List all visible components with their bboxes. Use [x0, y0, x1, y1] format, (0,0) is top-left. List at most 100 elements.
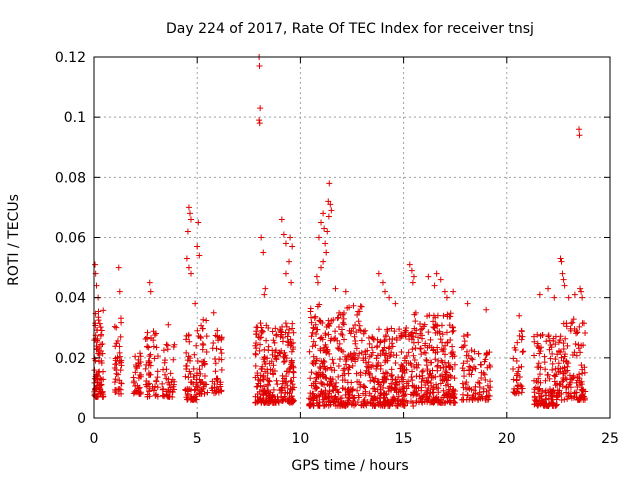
data-point [116, 288, 123, 295]
data-point [541, 353, 548, 360]
data-point [171, 341, 178, 348]
data-point [192, 300, 199, 307]
data-point [398, 349, 405, 356]
data-point [549, 366, 556, 373]
data-point [215, 386, 222, 393]
data-point [545, 285, 552, 292]
data-point [310, 353, 317, 360]
data-point [265, 324, 272, 331]
data-point [400, 367, 407, 374]
data-point [146, 353, 153, 360]
data-point [434, 363, 441, 370]
data-point [200, 341, 207, 348]
data-point [389, 343, 396, 350]
data-point [159, 392, 166, 399]
data-point [280, 231, 287, 238]
data-point [340, 315, 347, 322]
data-point [341, 336, 348, 343]
data-point [288, 358, 295, 365]
data-point [310, 325, 317, 332]
data-point [145, 362, 152, 369]
y-tick-label: 0.06 [55, 231, 86, 247]
data-point [335, 345, 342, 352]
data-point [252, 363, 259, 370]
axis-ticks [93, 56, 611, 419]
data-point [190, 365, 197, 372]
data-point [113, 366, 120, 373]
data-point [484, 364, 491, 371]
data-point [420, 323, 427, 330]
data-point [335, 388, 342, 395]
data-point [252, 331, 259, 338]
data-point [431, 324, 438, 331]
data-point [143, 377, 150, 384]
data-point [460, 360, 467, 367]
data-point [560, 345, 567, 352]
data-point [321, 381, 328, 388]
data-point [420, 367, 427, 374]
data-point [94, 379, 101, 386]
data-point [290, 374, 297, 381]
data-point [161, 371, 168, 378]
data-point [483, 350, 490, 357]
data-point [388, 366, 395, 373]
data-point [402, 331, 409, 338]
data-point [389, 396, 396, 403]
data-point [437, 380, 444, 387]
data-point [95, 350, 102, 357]
data-point [447, 397, 454, 404]
data-point [377, 389, 384, 396]
data-point [94, 327, 101, 334]
data-point [252, 350, 259, 357]
data-point [369, 349, 376, 356]
data-point [536, 291, 543, 298]
data-point [378, 390, 385, 397]
data-point [253, 324, 260, 331]
data-point [322, 374, 329, 381]
data-point [536, 350, 543, 357]
data-point [324, 365, 331, 372]
data-point [367, 377, 374, 384]
data-point [327, 378, 334, 385]
data-point [137, 353, 144, 360]
data-point [277, 328, 284, 335]
data-point [97, 390, 104, 397]
data-point [269, 351, 276, 358]
data-point [261, 354, 268, 361]
data-point [449, 353, 456, 360]
data-point [257, 376, 264, 383]
data-point [306, 348, 313, 355]
data-point [112, 389, 119, 396]
data-point [374, 386, 381, 393]
data-point [194, 384, 201, 391]
data-point [412, 345, 419, 352]
data-point [463, 379, 470, 386]
data-point [258, 334, 265, 341]
data-point [570, 316, 577, 323]
data-point [480, 385, 487, 392]
data-point [424, 344, 431, 351]
data-point [256, 334, 263, 341]
data-point [287, 377, 294, 384]
data-point [114, 371, 121, 378]
data-point [313, 400, 320, 407]
data-point [169, 389, 176, 396]
data-point [322, 387, 329, 394]
data-point [551, 378, 558, 385]
data-point [464, 358, 471, 365]
data-point [582, 330, 589, 337]
data-point [408, 374, 415, 381]
data-point [332, 285, 339, 292]
data-point [380, 379, 387, 386]
data-point [112, 361, 119, 368]
data-point [281, 375, 288, 382]
data-point [514, 382, 521, 389]
data-point [348, 379, 355, 386]
data-point [264, 387, 271, 394]
data-point [415, 339, 422, 346]
data-point [254, 390, 261, 397]
data-point [289, 320, 296, 327]
data-point [183, 255, 190, 262]
data-point [562, 335, 569, 342]
